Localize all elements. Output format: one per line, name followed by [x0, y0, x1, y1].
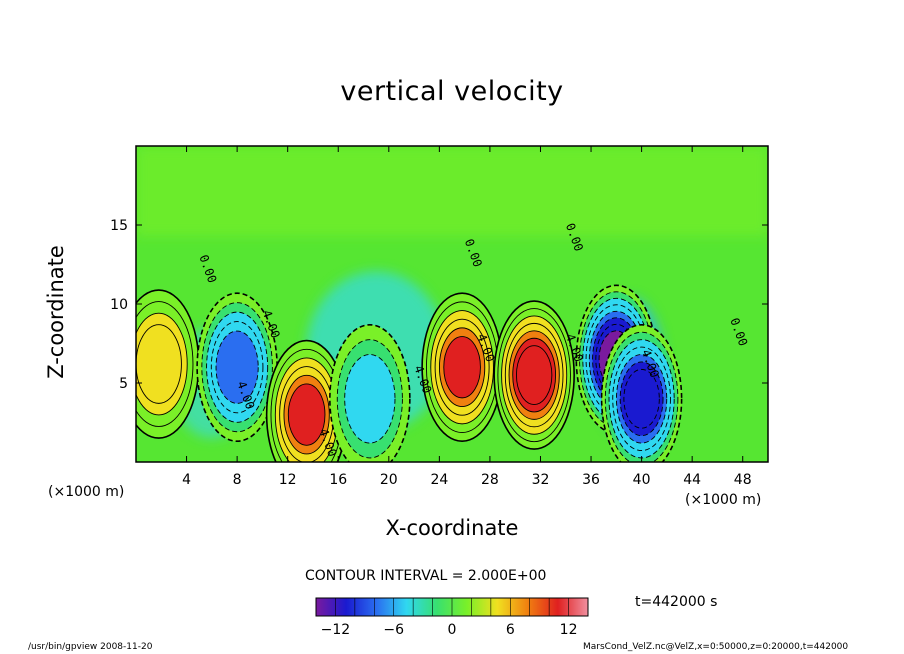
x-tick-label: 40	[633, 472, 651, 488]
footer-left: /usr/bin/gpview 2008-11-20	[28, 642, 153, 652]
contour-interval-label: CONTOUR INTERVAL = 2.000E+00	[305, 568, 547, 584]
x-tick-label: 12	[279, 472, 297, 488]
colorbar-tick-label: 6	[506, 622, 515, 638]
x-tick-label: 36	[582, 472, 600, 488]
velocity-contour	[136, 324, 182, 404]
x-tick-label: 4	[182, 472, 191, 488]
x-axis: 4 8 12 16 20 24 28 32 36 40 44 48	[182, 146, 752, 488]
y-tick-label: 15	[110, 218, 128, 234]
x-tick-label: 20	[380, 472, 398, 488]
colorbar: −12 −6 0 6 12	[315, 597, 589, 638]
x-unit-left: (×1000 m)	[48, 484, 125, 500]
velocity-contour	[623, 368, 660, 429]
x-unit-right: (×1000 m)	[685, 492, 762, 508]
x-tick-label: 24	[430, 472, 448, 488]
chart-title: vertical velocity	[340, 76, 564, 107]
x-tick-label: 44	[683, 472, 701, 488]
footer-right: MarsCond_VelZ.nc@VelZ,x=0:50000,z=0:2000…	[583, 642, 849, 652]
plot-area: 0.00 0.00 0.000.004.004.004.004.004.00 4.00…	[136, 146, 768, 462]
velocity-contour	[443, 336, 481, 399]
velocity-contour	[215, 330, 259, 404]
x-tick-label: 16	[329, 472, 347, 488]
velocity-contour	[344, 354, 396, 444]
velocity-contour	[287, 383, 326, 446]
y-tick-label: 10	[110, 297, 128, 313]
x-tick-label: 48	[734, 472, 752, 488]
field-upper-region	[136, 146, 768, 236]
x-tick-label: 8	[233, 472, 242, 488]
colorbar-tick-label: −12	[321, 622, 351, 638]
x-tick-label: 28	[481, 472, 499, 488]
x-tick-label: 32	[532, 472, 550, 488]
y-tick-label: 5	[119, 376, 128, 392]
x-axis-label: X-coordinate	[385, 516, 519, 540]
colorbar-tick-label: −6	[383, 622, 404, 638]
time-label: t=442000 s	[635, 594, 718, 610]
y-axis: 5 10 15	[110, 218, 768, 392]
colorbar-tick-label: 0	[448, 622, 457, 638]
velocity-contour	[515, 345, 553, 405]
colorbar-tick-label: 12	[560, 622, 578, 638]
